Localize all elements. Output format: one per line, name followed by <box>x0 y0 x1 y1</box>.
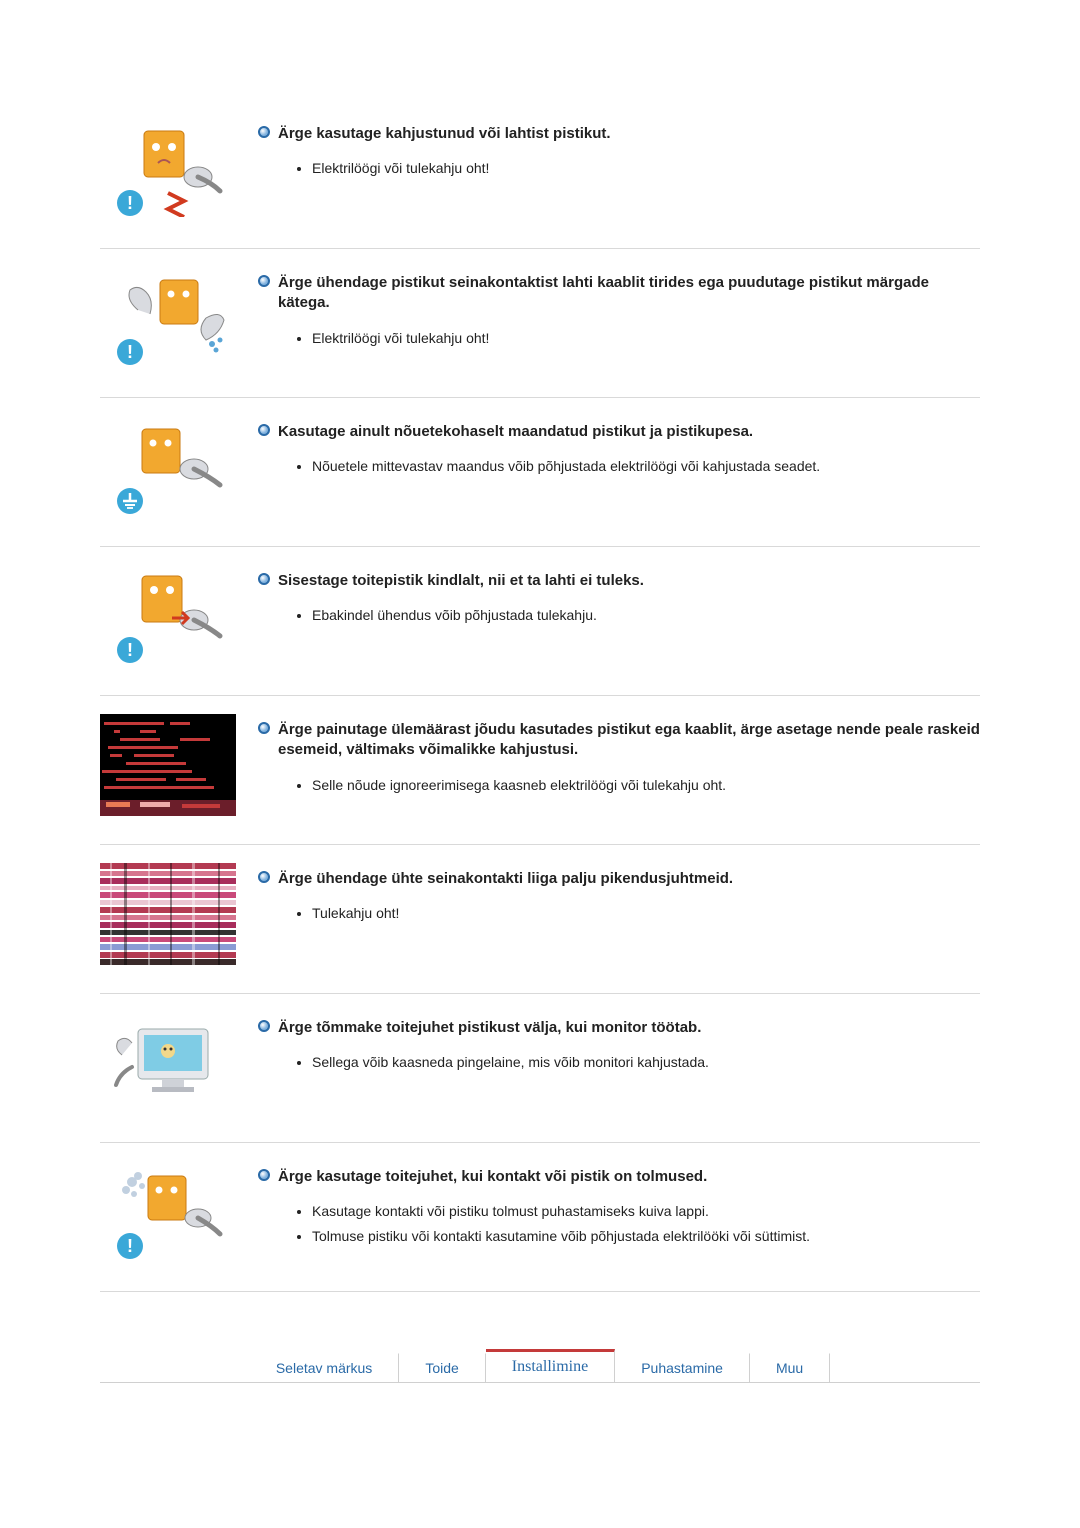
item-detail: Tulekahju oht! <box>312 903 980 924</box>
damaged-plug-icon: ! <box>100 118 236 220</box>
item-detail: Elektrilöögi või tulekahju oht! <box>312 328 980 349</box>
item-detail: Elektrilöögi või tulekahju oht! <box>312 158 980 179</box>
bullet-icon <box>258 424 270 436</box>
tab-installation[interactable]: Installimine <box>486 1349 615 1382</box>
bullet-icon <box>258 871 270 883</box>
item-text: Sisestage toitepistik kindlalt, nii et t… <box>258 565 980 630</box>
safety-item: ! Ärge ühendage pistikut seinakontaktist… <box>100 249 980 398</box>
svg-text:!: ! <box>127 1236 133 1256</box>
bullet-icon <box>258 275 270 287</box>
item-heading: Ärge kasutage toitejuhet, kui kontakt võ… <box>278 1167 707 1187</box>
noise-icon <box>100 863 236 965</box>
tab-notation[interactable]: Seletav märkus <box>250 1353 399 1382</box>
item-detail: Sellega võib kaasneda pingelaine, mis võ… <box>312 1052 980 1073</box>
item-text: Ärge ühendage ühte seinakontakti liiga p… <box>258 863 980 928</box>
bullet-icon <box>258 1169 270 1181</box>
item-heading: Ärge kasutage kahjustunud või lahtist pi… <box>278 124 611 144</box>
section-tabs: Seletav märkus Toide Installimine Puhast… <box>100 1352 980 1383</box>
svg-text:!: ! <box>127 193 133 213</box>
bullet-icon <box>258 1020 270 1032</box>
safety-item: ! Ärge kasutage toitejuhet, kui kontakt … <box>100 1143 980 1292</box>
safety-item: ! Ärge kasutage kahjustunud või lahtist … <box>100 100 980 249</box>
tab-other[interactable]: Muu <box>750 1353 830 1382</box>
wet-hands-icon: ! <box>100 267 236 369</box>
item-text: Ärge kasutage kahjustunud või lahtist pi… <box>258 118 980 183</box>
bullet-icon <box>258 722 270 734</box>
item-detail: Tolmuse pistiku või kontakti kasutamine … <box>312 1226 980 1247</box>
item-heading: Kasutage ainult nõuetekohaselt maandatud… <box>278 422 753 442</box>
tab-cleaning[interactable]: Puhastamine <box>615 1353 750 1382</box>
bullet-icon <box>258 573 270 585</box>
insert-plug-icon: ! <box>100 565 236 667</box>
svg-text:!: ! <box>127 640 133 660</box>
safety-item: Ärge ühendage ühte seinakontakti liiga p… <box>100 845 980 994</box>
item-heading: Ärge ühendage ühte seinakontakti liiga p… <box>278 869 733 889</box>
noise-icon <box>100 714 236 816</box>
item-heading: Ärge ühendage pistikut seinakontaktist l… <box>278 273 980 314</box>
item-heading: Ärge painutage ülemäärast jõudu kasutade… <box>278 720 980 761</box>
item-text: Ärge kasutage toitejuhet, kui kontakt võ… <box>258 1161 980 1251</box>
item-heading: Sisestage toitepistik kindlalt, nii et t… <box>278 571 644 591</box>
item-heading: Ärge tõmmake toitejuhet pistikust välja,… <box>278 1018 701 1038</box>
svg-text:!: ! <box>127 342 133 362</box>
dusty-plug-icon: ! <box>100 1161 236 1263</box>
safety-item: Kasutage ainult nõuetekohaselt maandatud… <box>100 398 980 547</box>
bullet-icon <box>258 126 270 138</box>
item-text: Ärge painutage ülemäärast jõudu kasutade… <box>258 714 980 800</box>
item-detail: Kasutage kontakti või pistiku tolmust pu… <box>312 1201 980 1222</box>
item-detail: Ebakindel ühendus võib põhjustada tuleka… <box>312 605 980 626</box>
safety-item: Ärge painutage ülemäärast jõudu kasutade… <box>100 696 980 845</box>
safety-item: Ärge tõmmake toitejuhet pistikust välja,… <box>100 994 980 1143</box>
monitor-unplug-icon <box>100 1012 236 1114</box>
item-text: Kasutage ainult nõuetekohaselt maandatud… <box>258 416 980 481</box>
tab-power[interactable]: Toide <box>399 1353 485 1382</box>
grounded-plug-icon <box>100 416 236 518</box>
safety-item: ! Sisestage toitepistik kindlalt, nii et… <box>100 547 980 696</box>
item-detail: Nõuetele mittevastav maandus võib põhjus… <box>312 456 980 477</box>
item-text: Ärge ühendage pistikut seinakontaktist l… <box>258 267 980 353</box>
item-detail: Selle nõude ignoreerimisega kaasneb elek… <box>312 775 980 796</box>
item-text: Ärge tõmmake toitejuhet pistikust välja,… <box>258 1012 980 1077</box>
